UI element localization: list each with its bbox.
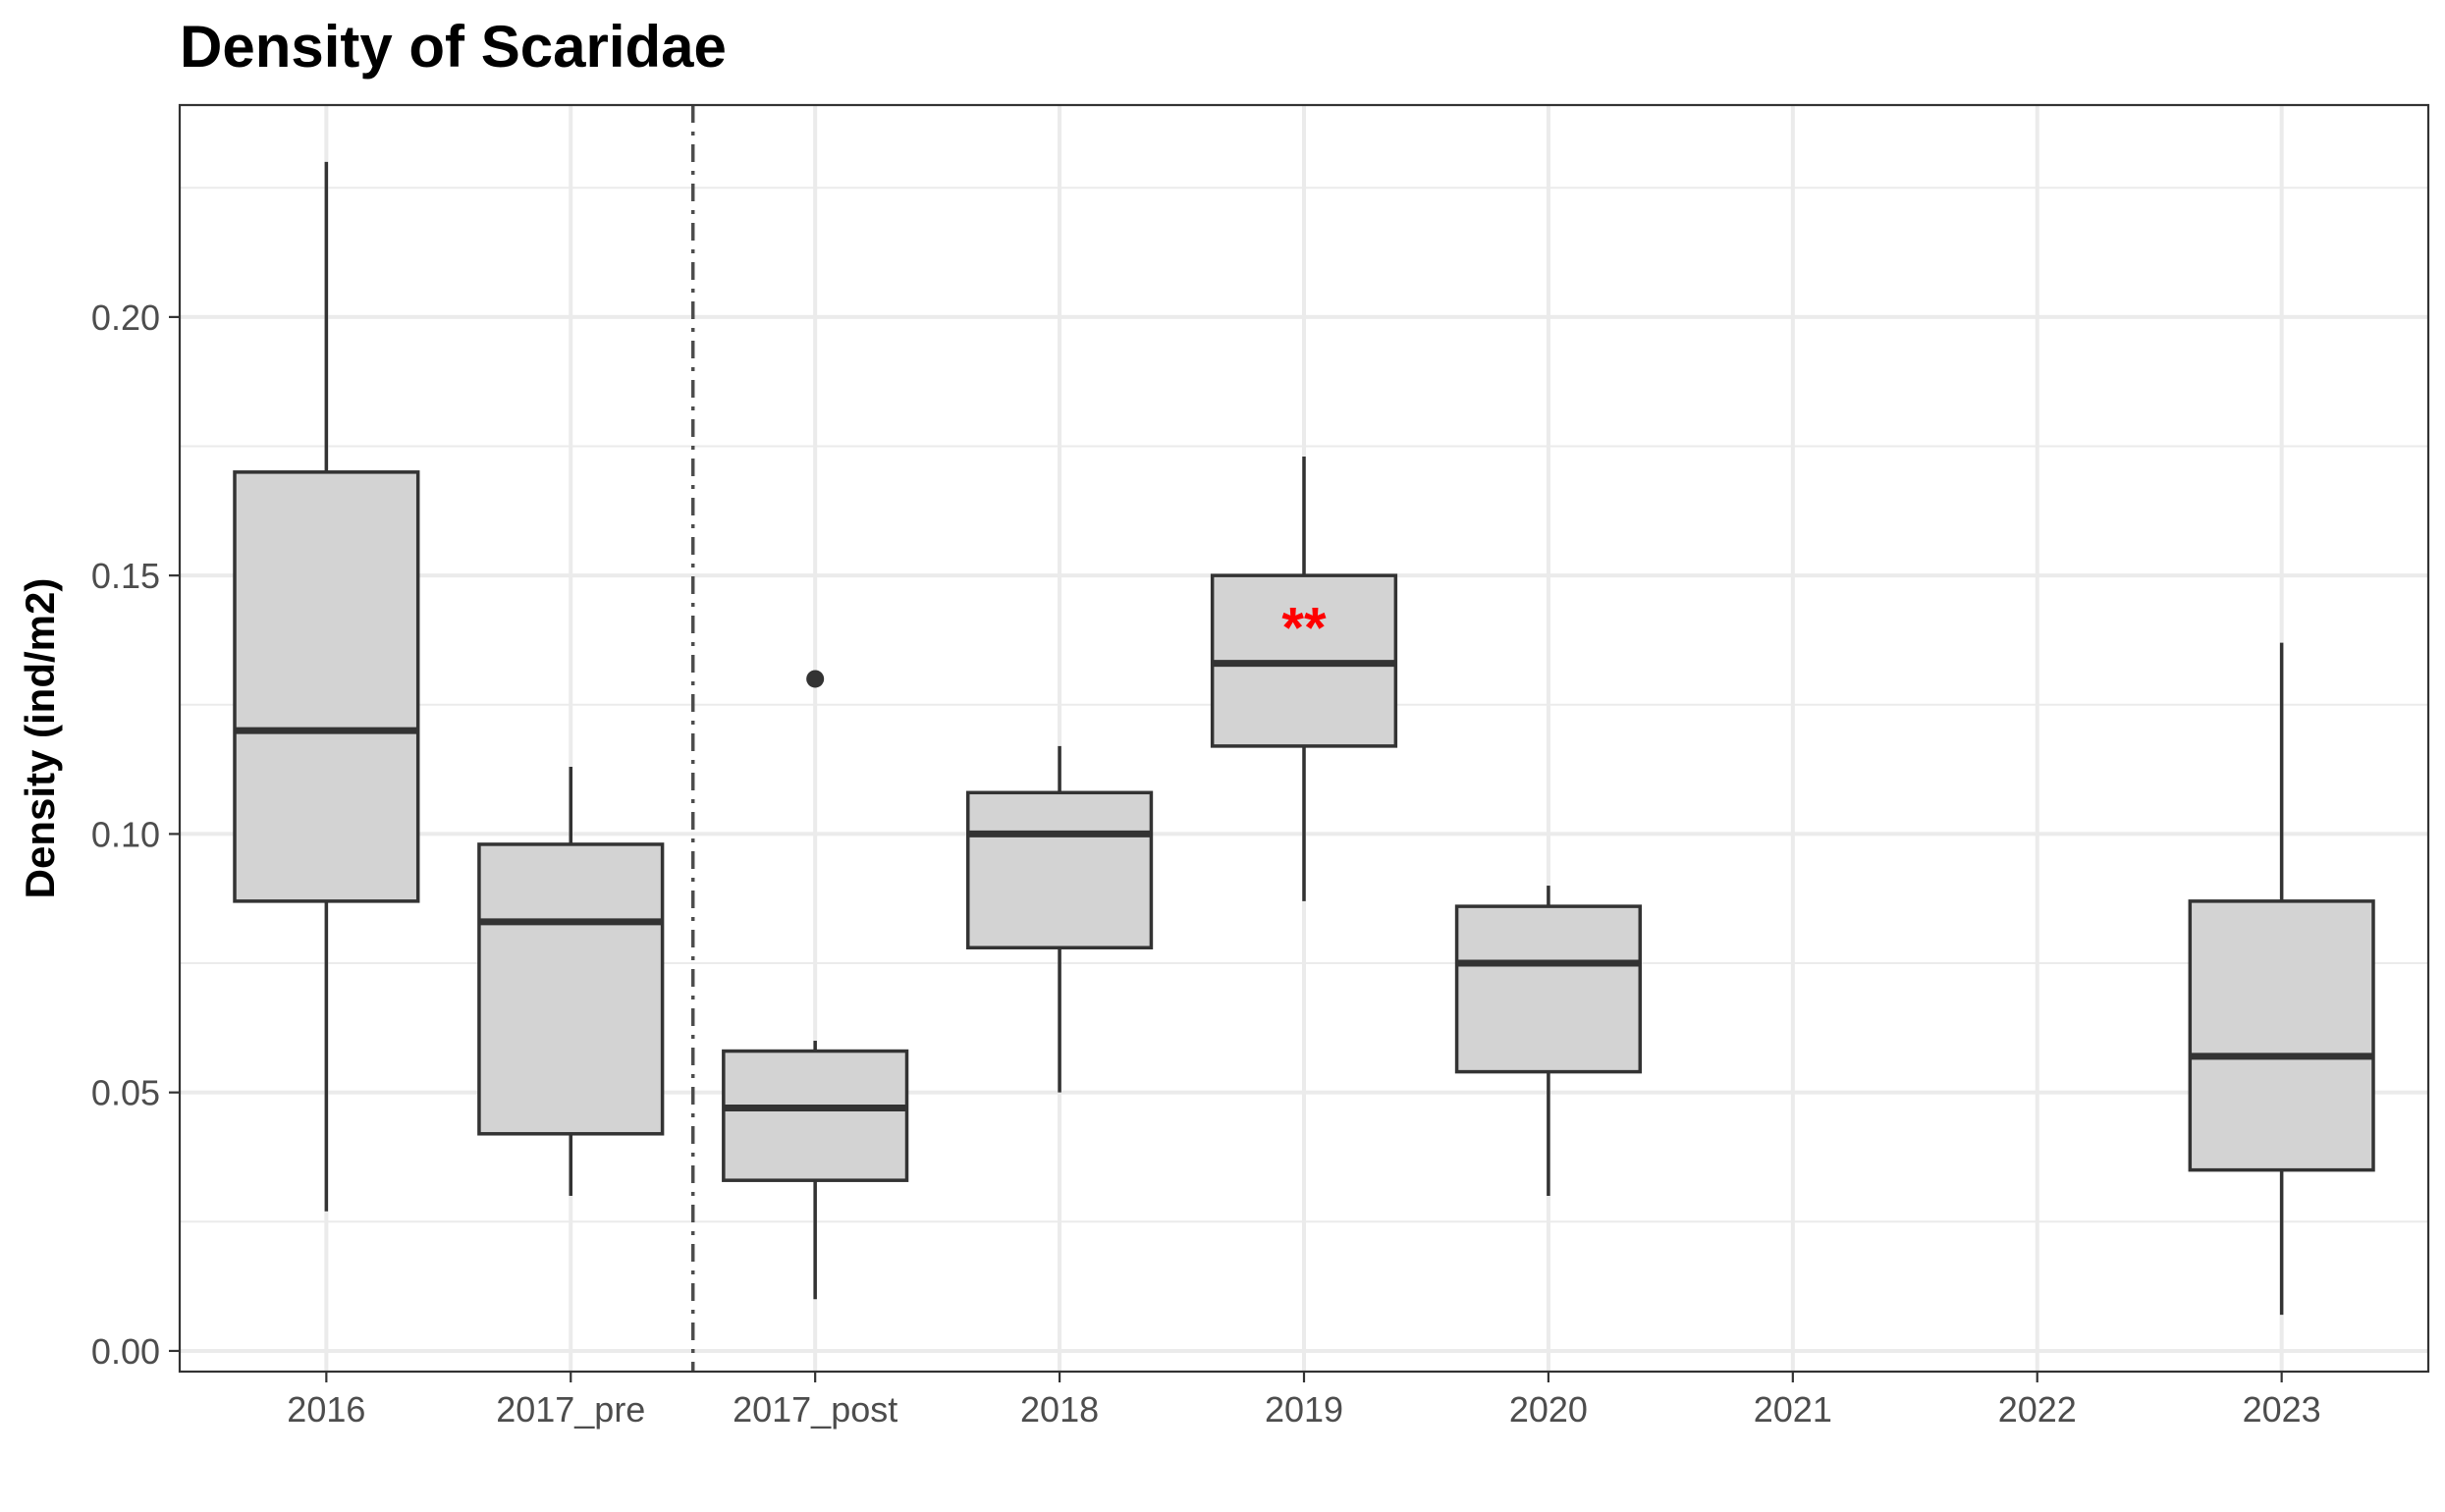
y-tick-label: 0.10 [91, 814, 160, 854]
y-axis: 0.00 0.05 0.10 0.15 0.20 [91, 297, 180, 1372]
y-tick-label: 0.20 [91, 297, 160, 338]
y-axis-label: Density (ind/m2) [17, 578, 63, 899]
box-iqr [965, 790, 1154, 949]
outlier-point [806, 670, 825, 688]
x-tick-label: 2016 [287, 1389, 365, 1430]
significance-label: ** [1281, 597, 1327, 661]
x-tick-label: 2017_post [733, 1389, 897, 1430]
x-tick-label: 2018 [1020, 1389, 1099, 1430]
x-tick-label: 2021 [1754, 1389, 1832, 1430]
box-iqr [2188, 899, 2375, 1172]
box-2023 [2188, 642, 2375, 1316]
x-tick-label: 2019 [1265, 1389, 1343, 1430]
box-iqr [477, 842, 665, 1136]
chart-title: Density of Scaridae [180, 14, 727, 80]
y-tick-label: 0.00 [91, 1331, 160, 1372]
x-axis: 2016 2017_pre 2017_post 2018 2019 2020 2021 202… [287, 1372, 2321, 1430]
box-2016 [233, 161, 420, 1212]
boxes [233, 161, 2375, 1316]
y-tick-label: 0.05 [91, 1073, 160, 1113]
box-2018 [965, 745, 1154, 1093]
box-2017_post [722, 670, 909, 1300]
box-iqr [1454, 904, 1643, 1074]
x-tick-label: 2022 [1998, 1389, 2077, 1430]
x-tick-label: 2020 [1509, 1389, 1588, 1430]
x-tick-label: 2017_pre [496, 1389, 645, 1430]
x-tick-label: 2023 [2243, 1389, 2321, 1430]
y-tick-label: 0.15 [91, 556, 160, 596]
box-2020 [1454, 886, 1643, 1196]
box-2017_pre [477, 766, 665, 1196]
annotations: ** [1281, 597, 1327, 661]
box-iqr [722, 1049, 909, 1182]
box-iqr [233, 470, 420, 903]
box-2019 [1210, 457, 1398, 901]
